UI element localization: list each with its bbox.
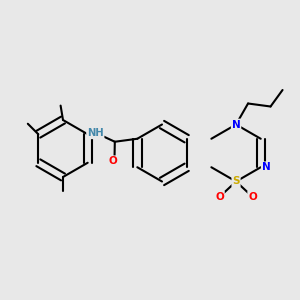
Text: N: N bbox=[262, 162, 271, 172]
Text: O: O bbox=[215, 191, 224, 202]
Text: NH: NH bbox=[87, 128, 104, 138]
Text: O: O bbox=[248, 191, 257, 202]
Text: N: N bbox=[232, 119, 240, 130]
Text: S: S bbox=[232, 176, 240, 187]
Text: O: O bbox=[109, 156, 118, 166]
